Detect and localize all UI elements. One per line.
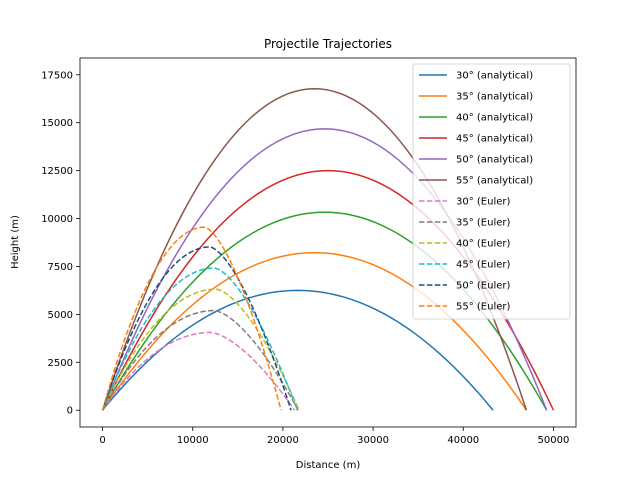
y-axis-label: Height (m)	[10, 215, 21, 269]
series-line-10	[101, 246, 292, 411]
legend-label: 45° (Euler)	[456, 260, 511, 271]
legend-label: 30° (analytical)	[456, 71, 533, 82]
plot-frame	[79, 57, 577, 428]
legend-label: 50° (analytical)	[456, 155, 533, 166]
legend-label: 30° (Euler)	[456, 197, 511, 208]
legend-label: 55° (Euler)	[456, 302, 511, 313]
series-line-7	[101, 309, 299, 411]
y-tick-label: 0	[67, 406, 73, 417]
series-line-9	[101, 267, 299, 411]
y-tick-label: 15000	[41, 118, 73, 129]
y-tick-label: 5000	[48, 310, 73, 321]
tick-layer: 0 10000 20000 30000 40000 50000 0 2500 5000 7500 1…	[41, 70, 569, 446]
series-line-0	[101, 289, 494, 411]
x-tick-label: 0	[99, 435, 105, 446]
y-tick-label: 12500	[41, 166, 73, 177]
x-tick-label: 30000	[357, 435, 389, 446]
y-tick-label: 7500	[48, 262, 73, 273]
chart-title: Projectile Trajectories	[264, 37, 392, 51]
series-line-6	[101, 331, 296, 411]
legend-label: 50° (Euler)	[456, 281, 511, 292]
legend: 30° (analytical) 35° (analytical) 40° (ana…	[412, 63, 571, 320]
series-layer	[101, 88, 555, 411]
series-line-11	[101, 226, 282, 411]
legend-label: 35° (analytical)	[456, 92, 533, 103]
y-tick-label: 2500	[48, 358, 73, 369]
legend-label: 55° (analytical)	[456, 176, 533, 187]
x-axis-label: Distance (m)	[296, 460, 361, 471]
x-tick-label: 20000	[267, 435, 299, 446]
series-line-1	[101, 251, 528, 411]
y-tick-label: 17500	[41, 70, 73, 81]
x-tick-label: 40000	[447, 435, 479, 446]
x-tick-label: 10000	[177, 435, 209, 446]
legend-label: 40° (analytical)	[456, 113, 533, 124]
legend-label: 40° (Euler)	[456, 239, 511, 250]
series-line-8	[101, 288, 300, 411]
x-tick-label: 50000	[538, 435, 570, 446]
legend-label: 35° (Euler)	[456, 218, 511, 229]
y-tick-label: 10000	[41, 214, 73, 225]
legend-label: 45° (analytical)	[456, 134, 533, 145]
legend-box	[412, 63, 571, 320]
